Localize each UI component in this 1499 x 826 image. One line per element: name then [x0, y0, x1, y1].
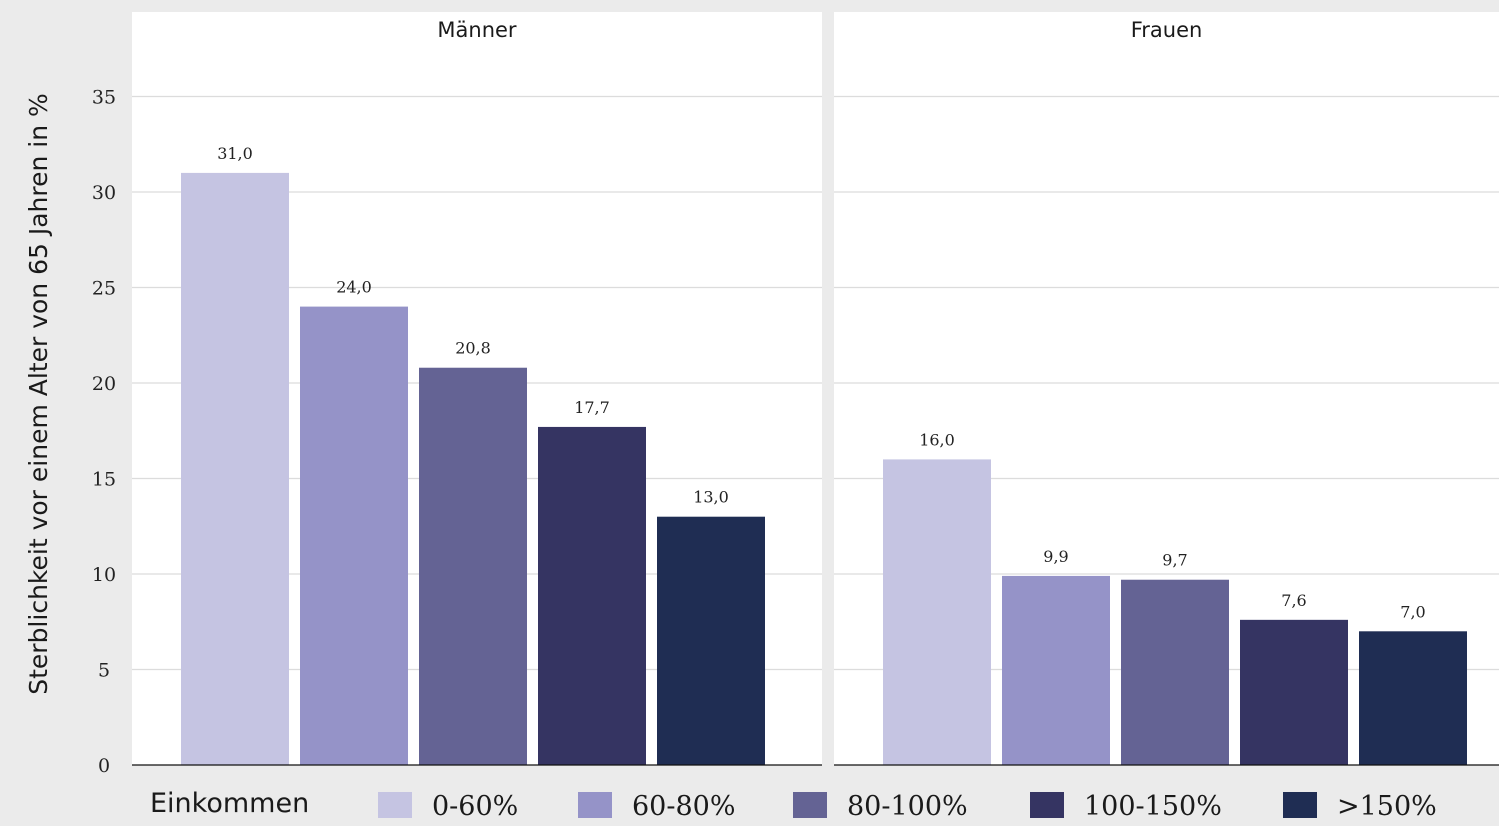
- legend-label: >150%: [1337, 791, 1437, 822]
- data-label: 17,7: [574, 398, 610, 417]
- legend: Einkommen 0-60% 60-80% 80-100% 100-150% >150…: [150, 788, 1437, 822]
- bar: [538, 426, 646, 765]
- bar: [1359, 631, 1467, 765]
- legend-swatch: [793, 792, 827, 818]
- bar: [657, 516, 765, 765]
- bar: [419, 367, 527, 765]
- y-tick-label: 20: [92, 373, 116, 395]
- y-axis: 0 5 10 15 20 25 30 35: [92, 87, 116, 778]
- legend-item: 80-100%: [793, 791, 968, 822]
- data-label: 9,9: [1043, 547, 1068, 566]
- y-axis-label: Sterblichkeit vor einem Alter von 65 Jah…: [24, 93, 53, 695]
- data-label: 31,0: [217, 144, 253, 163]
- bar: [1240, 619, 1348, 765]
- data-label: 16,0: [919, 430, 955, 449]
- y-tick-label: 0: [98, 755, 110, 777]
- y-tick-label: 35: [92, 87, 116, 109]
- panel-1: Männer 31,0 24,0 20,8 17,7 13,0: [132, 12, 822, 766]
- legend-label: 80-100%: [847, 791, 968, 822]
- legend-label: 100-150%: [1084, 791, 1222, 822]
- y-tick-label: 15: [92, 469, 116, 491]
- legend-item: 0-60%: [378, 791, 518, 822]
- panel-strip: [834, 12, 1499, 50]
- y-tick-label: 30: [92, 182, 116, 204]
- legend-swatch: [1030, 792, 1064, 818]
- legend-swatch: [378, 792, 412, 818]
- data-label: 7,6: [1281, 591, 1306, 610]
- legend-title: Einkommen: [150, 788, 309, 819]
- panel-strip: [132, 12, 822, 50]
- data-label: 7,0: [1400, 602, 1425, 621]
- legend-swatch: [578, 792, 612, 818]
- data-label: 24,0: [336, 278, 372, 297]
- legend-item: >150%: [1283, 791, 1437, 822]
- legend-item: 60-80%: [578, 791, 736, 822]
- data-label: 9,7: [1162, 551, 1187, 570]
- bar: [181, 172, 289, 765]
- panel-2: Frauen 16,0 9,9 9,7 7,6 7,0: [834, 12, 1499, 766]
- bar: [1002, 575, 1110, 765]
- bar: [300, 306, 408, 765]
- bar: [1121, 579, 1229, 765]
- legend-label: 0-60%: [432, 791, 518, 822]
- y-tick-label: 25: [92, 278, 116, 300]
- panels-layer: Männer 31,0 24,0 20,8 17,7 13,0 Frauen 16,0 9,9 9…: [132, 12, 1499, 766]
- panel-title: Frauen: [1131, 18, 1203, 42]
- y-tick-label: 10: [92, 564, 116, 586]
- legend-swatch: [1283, 792, 1317, 818]
- data-label: 20,8: [455, 339, 491, 358]
- panel-title: Männer: [437, 18, 517, 42]
- legend-item: 100-150%: [1030, 791, 1222, 822]
- bar: [883, 459, 991, 765]
- y-tick-label: 5: [98, 660, 110, 682]
- legend-label: 60-80%: [632, 791, 736, 822]
- data-label: 13,0: [693, 488, 729, 507]
